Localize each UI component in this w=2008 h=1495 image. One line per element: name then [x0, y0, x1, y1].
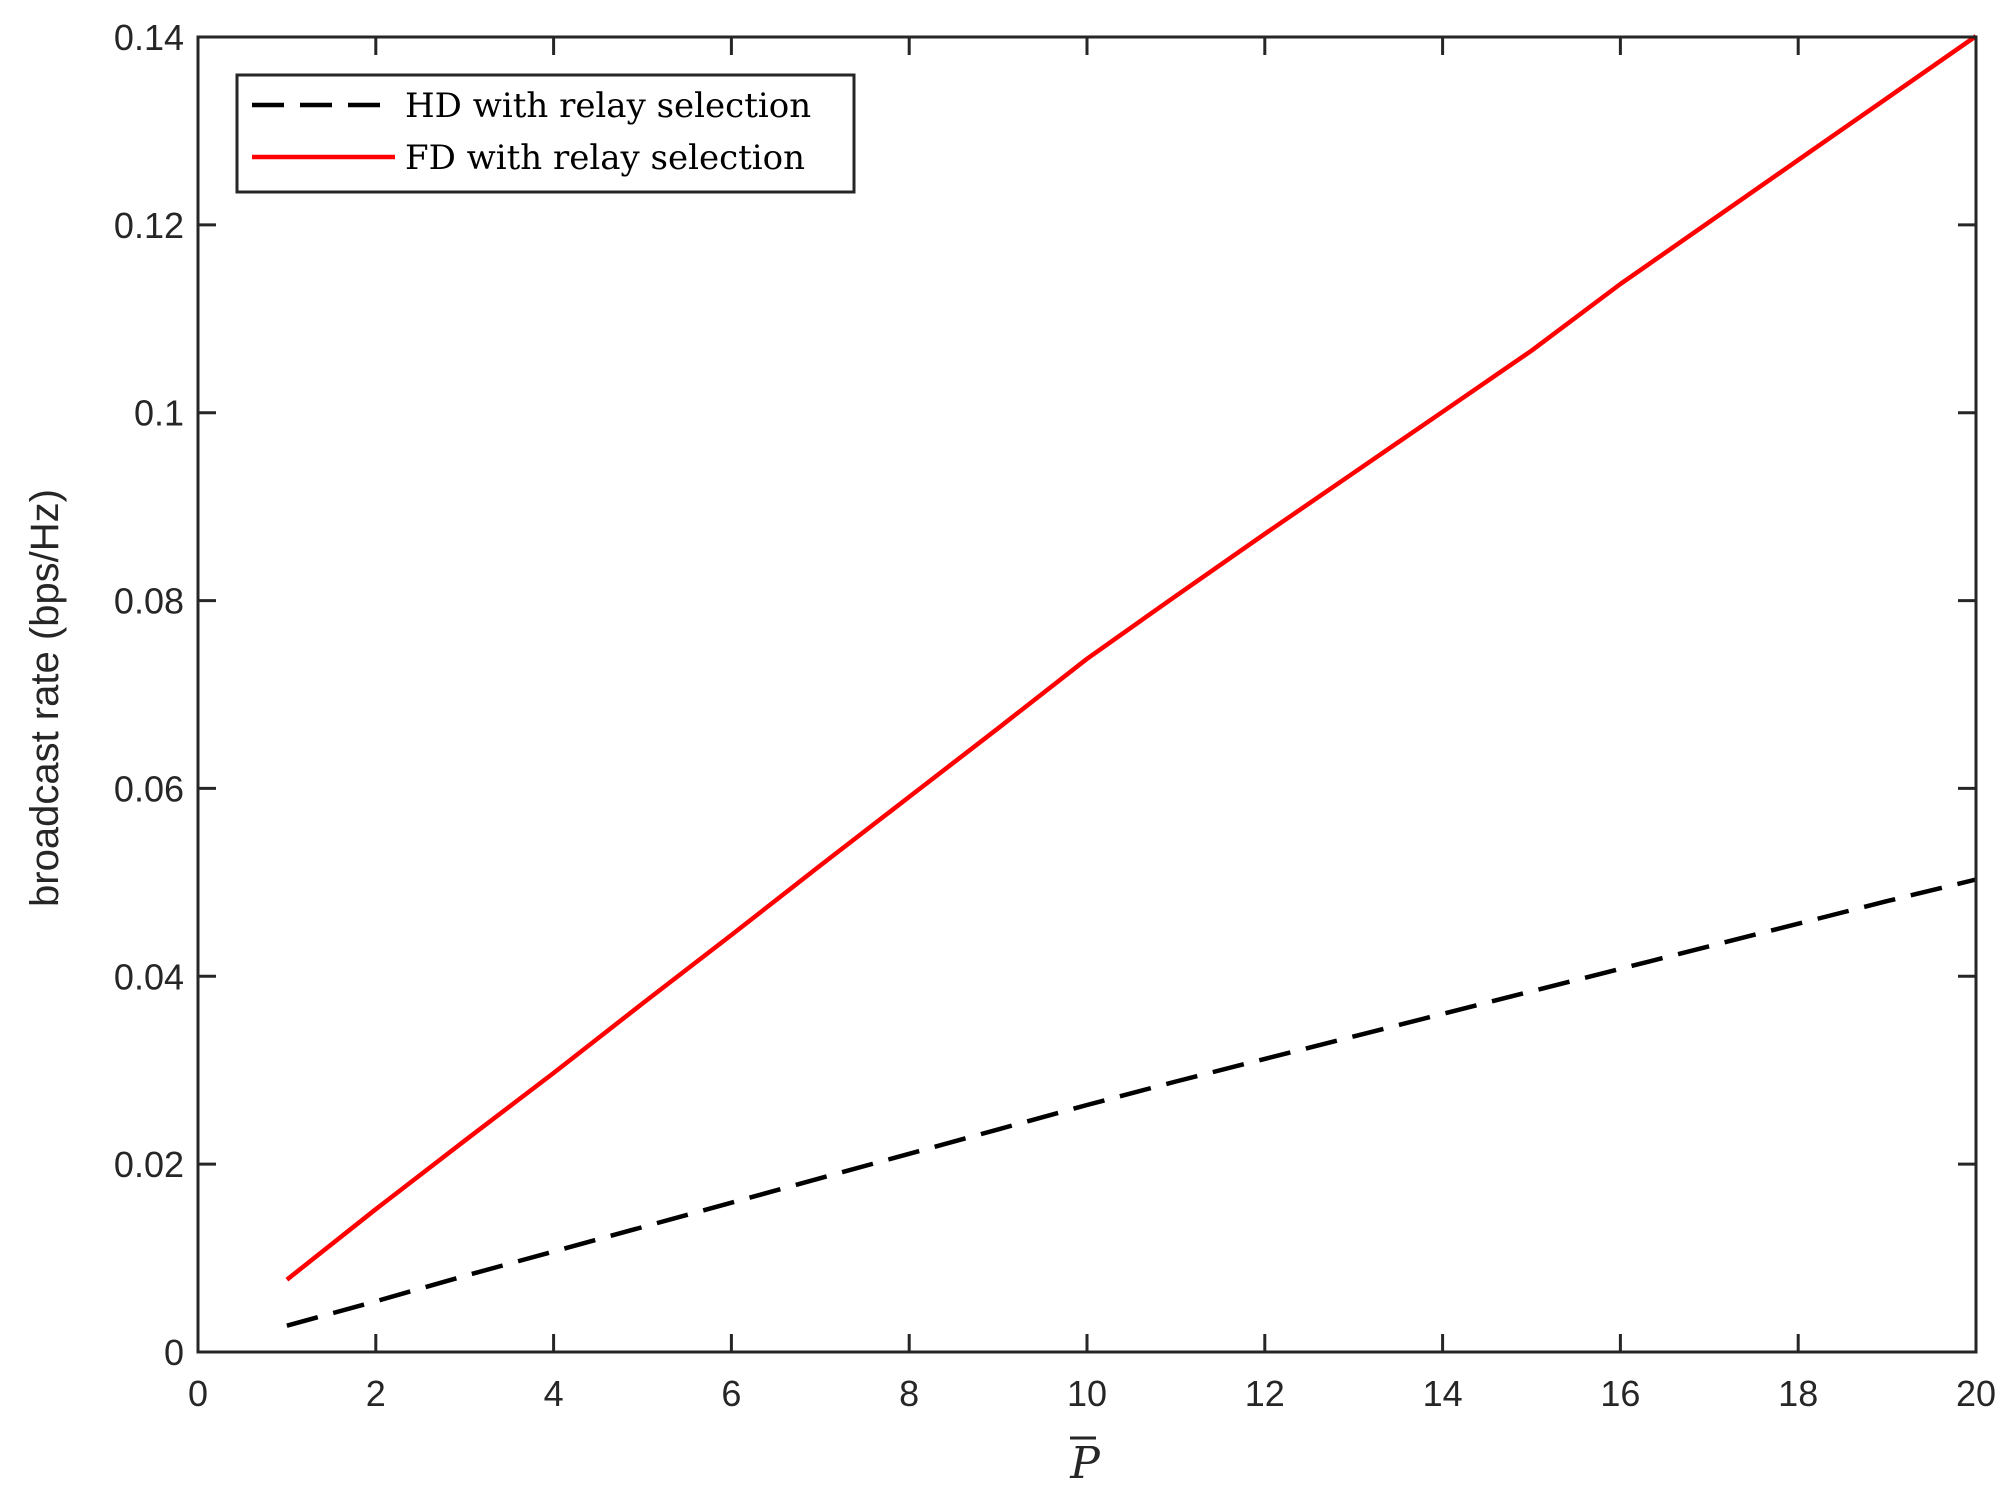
y-tick-label: 0.1: [134, 393, 184, 434]
x-axis-label-text: P: [1069, 1438, 1101, 1489]
x-tick-label: 20: [1956, 1373, 1996, 1414]
plot-frame: [196, 35, 1978, 1354]
legend-label-hd: HD with relay selection: [405, 86, 811, 126]
legend-box: [235, 73, 856, 194]
y-tick-label: 0.14: [114, 17, 184, 58]
x-tick-label: 6: [721, 1373, 741, 1414]
legend-label-fd: FD with relay selection: [405, 138, 805, 178]
y-tick-label: 0.02: [114, 1144, 184, 1185]
y-tick-label: 0.04: [114, 956, 184, 997]
y-tick-labels: 0 0.02 0.04 0.06 0.08 0.1 0.12 0.14: [114, 17, 184, 1373]
series-layer: [285, 34, 1978, 1328]
y-tick-label: 0: [164, 1332, 184, 1373]
x-tick-label: 4: [544, 1373, 564, 1414]
x-tick-label: 10: [1067, 1373, 1107, 1414]
x-tick-labels: 0 2 4 6 8 10 12 14 16 18 20: [188, 1373, 1996, 1414]
x-tick-label: 18: [1778, 1373, 1818, 1414]
series-line-hd: [286, 877, 1977, 1328]
x-tick-label: 14: [1423, 1373, 1463, 1414]
x-axis-label: P: [1069, 1436, 1101, 1489]
x-tick-label: 16: [1600, 1373, 1640, 1414]
y-tick-label: 0.08: [114, 581, 184, 622]
x-tick-label: 12: [1245, 1373, 1285, 1414]
x-tick-label: 8: [899, 1373, 919, 1414]
y-axis-label: broadcast rate (bps/Hz): [23, 489, 67, 907]
legend: HD with relay selection FD with relay se…: [235, 73, 856, 194]
x-tick-label: 2: [366, 1373, 386, 1414]
series-line-fd: [285, 34, 1978, 1282]
y-tick-label: 0.06: [114, 768, 184, 809]
y-tick-label: 0.12: [114, 205, 184, 246]
x-tick-label: 0: [188, 1373, 208, 1414]
